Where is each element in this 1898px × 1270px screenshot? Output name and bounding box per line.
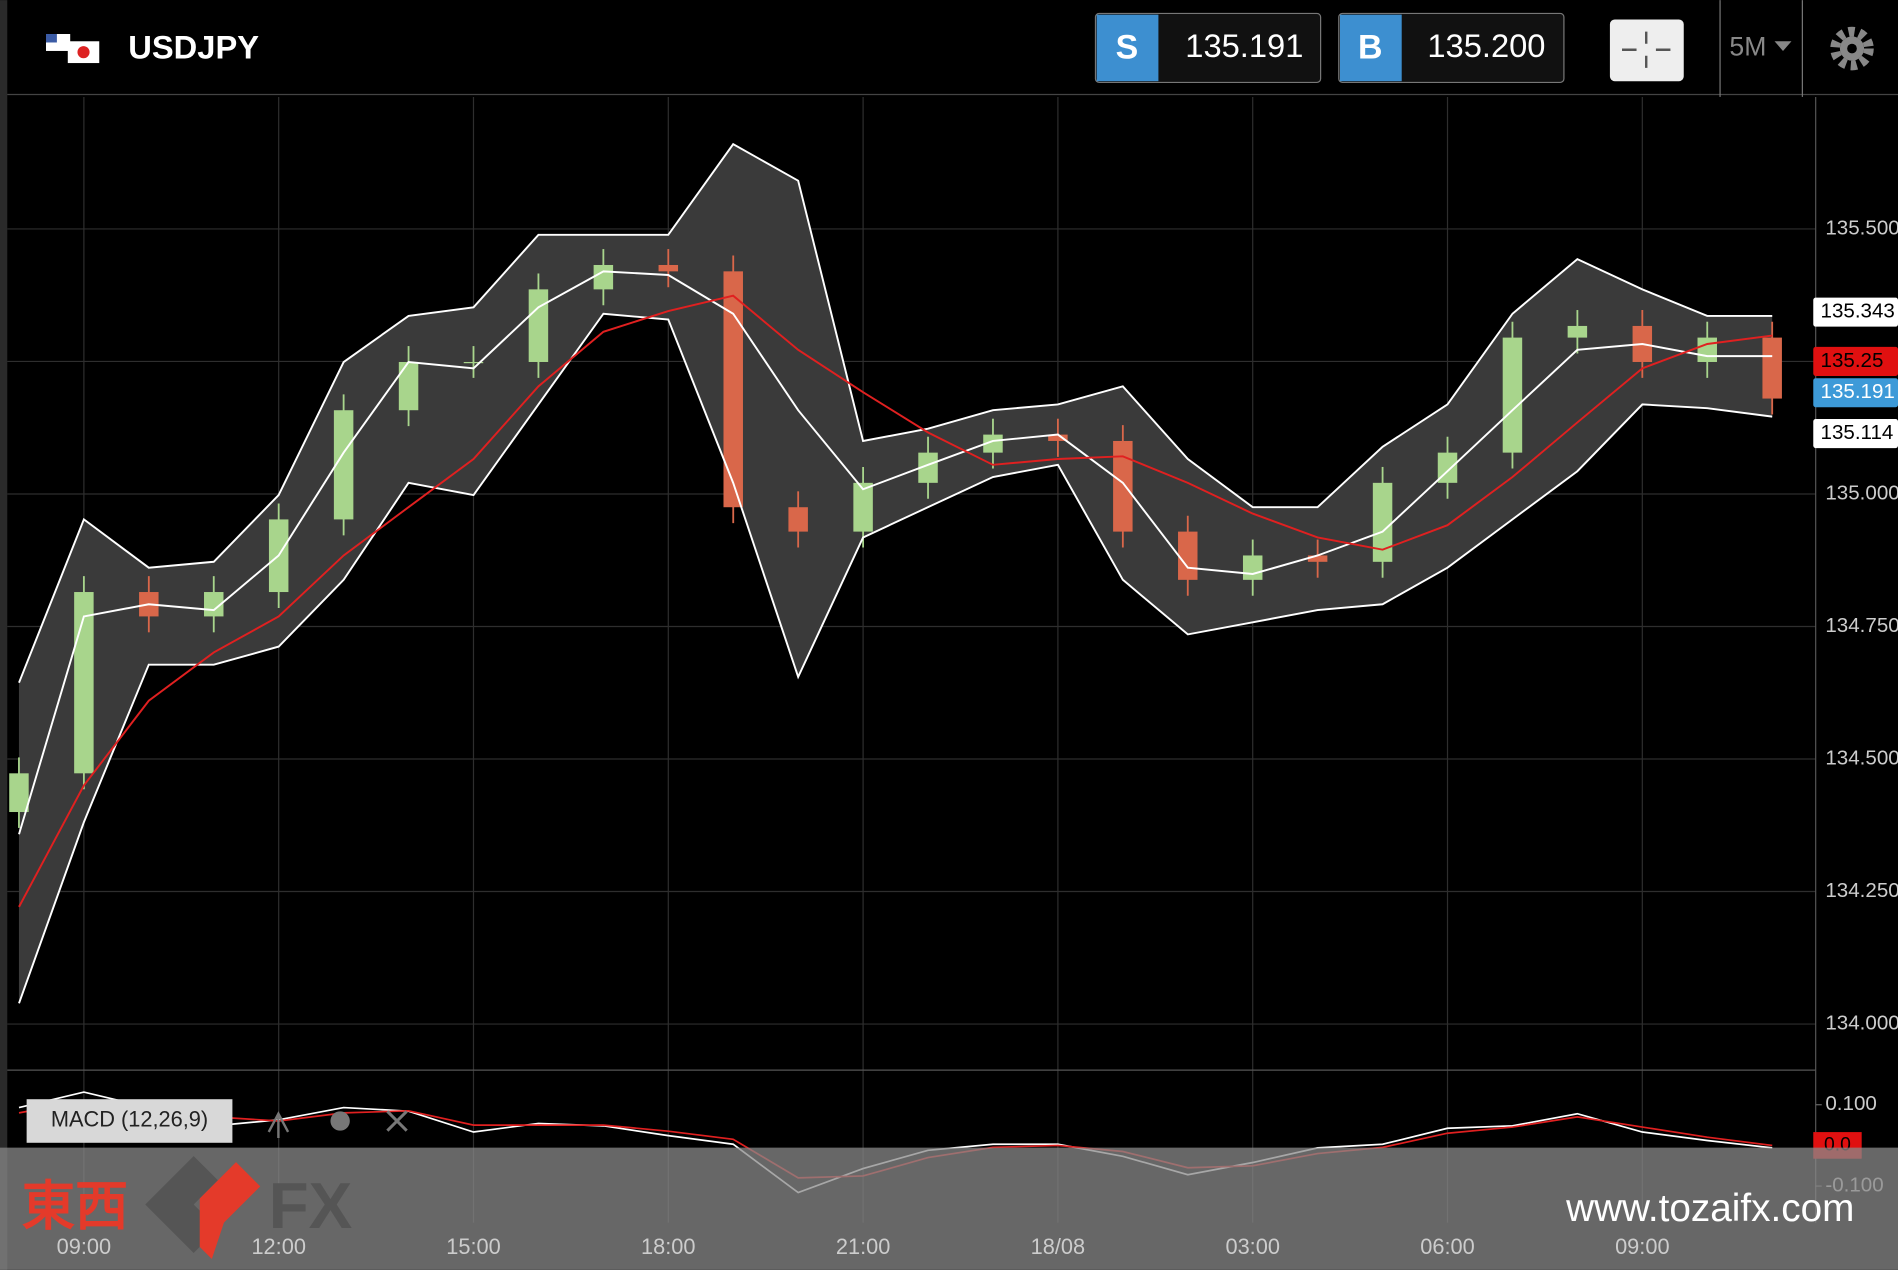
macd-settings-icon[interactable]: [330, 1111, 350, 1131]
candle-body: [1113, 440, 1133, 532]
candle-body: [1372, 482, 1393, 562]
x-tick-label: 18/08: [1031, 1234, 1085, 1259]
candle-body: [788, 507, 808, 532]
y-tick-label: 134.750: [1825, 614, 1898, 637]
y-tick-label: 134.500: [1825, 746, 1898, 769]
macd-close-icon[interactable]: [386, 1110, 408, 1132]
crosshair-box[interactable]: [1609, 19, 1684, 82]
candle-body: [983, 434, 1003, 453]
price-label: 135.114: [1821, 421, 1894, 444]
sell-tag[interactable]: [1096, 14, 1159, 82]
gear-teeth[interactable]: [1830, 26, 1874, 71]
flag-jp-sun: [77, 46, 90, 59]
left-edge: [0, 0, 8, 1270]
x-tick-label: 03:00: [1225, 1234, 1279, 1259]
price-label-box: [1813, 297, 1898, 327]
candle-body: [74, 592, 94, 774]
flag-us-canton: [45, 34, 57, 43]
macd-legend: MACD (12,26,9): [26, 1099, 408, 1143]
buy-label[interactable]: B: [1358, 29, 1382, 67]
candle-body: [333, 410, 354, 520]
macd-move-icon[interactable]: [267, 1111, 290, 1138]
y-tick-label: 134.250: [1825, 879, 1898, 902]
settings-button[interactable]: [1830, 26, 1874, 71]
candle-body: [398, 361, 419, 411]
timeframe-caret[interactable]: [1774, 41, 1792, 51]
sell-button[interactable]: S 135.191: [1094, 12, 1322, 84]
candle-body: [1502, 337, 1523, 453]
x-tick-label: 09:00: [1615, 1234, 1669, 1259]
x-axis: 09:00 12:00 15:00 18:00 21:00 18/08 03:00 06:00…: [57, 1234, 1670, 1259]
price-label-box: [1813, 346, 1898, 376]
candle-body: [1697, 337, 1717, 362]
band-fill: [18, 144, 1773, 1004]
price-label: 135.191: [1821, 380, 1895, 403]
sell-price[interactable]: 135.191: [1185, 27, 1303, 64]
candle-body: [658, 264, 679, 272]
candle-body: [1242, 555, 1263, 580]
crosshair-button[interactable]: [1609, 19, 1684, 82]
x-tick-label: 18:00: [641, 1234, 695, 1259]
price-label: 135.343: [1821, 300, 1895, 323]
y-tick-label: 0.100: [1825, 1092, 1876, 1115]
y-tick-label: 134.000: [1825, 1011, 1898, 1034]
candle-body: [1178, 531, 1198, 580]
symbol: USDJPY: [128, 28, 259, 65]
brand-cjk: 東西: [22, 1178, 129, 1237]
x-tick-label: 12:00: [251, 1234, 305, 1259]
price-label: 135.25: [1821, 349, 1884, 372]
brand-logo-red: [199, 1162, 261, 1259]
candle-body: [1567, 325, 1588, 338]
x-tick-label: 09:00: [57, 1234, 111, 1259]
x-tick-label: 06:00: [1420, 1234, 1474, 1259]
candle-body: [9, 773, 29, 813]
price-label-box: [1813, 419, 1898, 449]
watermark-strip: [0, 1147, 1898, 1270]
gear-hole[interactable]: [1847, 43, 1857, 54]
candle-body: [528, 289, 549, 362]
x-tick-label: 21:00: [836, 1234, 890, 1259]
line-series: [18, 294, 1773, 908]
candle-body: [853, 482, 873, 532]
buy-tag[interactable]: [1339, 14, 1402, 82]
watermark-url: www.tozaifx.com: [1565, 1187, 1854, 1230]
y-tick-label: 135.000: [1825, 481, 1898, 504]
candle-body: [593, 264, 614, 290]
x-tick-label: 15:00: [446, 1234, 500, 1259]
crosshair-icon[interactable]: [1622, 31, 1671, 68]
line-series: [18, 270, 1773, 835]
macd-title[interactable]: MACD (12,26,9): [51, 1107, 208, 1132]
candle-body: [463, 361, 484, 364]
y-tick-label: 135.500: [1825, 216, 1898, 239]
candle-body: [1048, 434, 1068, 441]
candle-body: [1762, 337, 1782, 399]
sell-label[interactable]: S: [1116, 29, 1139, 67]
line-series: [18, 312, 1773, 1004]
price-label-box: [1813, 378, 1898, 408]
brand-latin: FX: [269, 1169, 353, 1242]
candle-body: [1307, 555, 1328, 562]
timeframe[interactable]: 5M: [1729, 32, 1766, 62]
watermark: 東西 FX www.tozaifx.com: [22, 1156, 1854, 1259]
buy-button[interactable]: B 135.200: [1338, 12, 1565, 84]
header: USDJPY S 135.191 B 135.200 5M: [45, 0, 1874, 97]
macd-title-box[interactable]: [26, 1099, 233, 1143]
candle-body: [918, 452, 938, 483]
buy-price[interactable]: 135.200: [1427, 27, 1545, 64]
candle-body: [723, 271, 743, 508]
line-series: [18, 142, 1773, 684]
